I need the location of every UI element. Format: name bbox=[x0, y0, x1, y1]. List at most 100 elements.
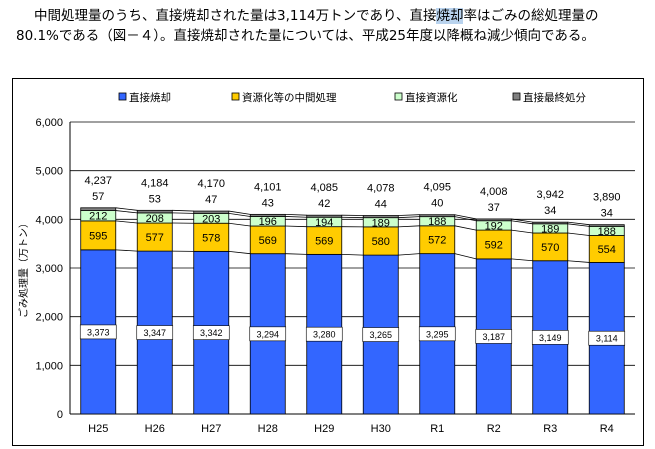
data-label: 37 bbox=[488, 202, 500, 214]
stacked-bar-chart: 0 1,000 2,000 3,000 4,000 5,000 6,000 ごみ処理量（万トン… bbox=[17, 91, 635, 435]
y-tick-label: 6,000 bbox=[35, 117, 63, 129]
series-connector-line bbox=[228, 210, 251, 215]
data-label: 40 bbox=[431, 198, 443, 210]
total-label: 4,184 bbox=[141, 177, 169, 189]
total-label: 4,085 bbox=[310, 182, 338, 194]
x-tick-label: H28 bbox=[258, 423, 278, 435]
y-tick-label: 3,000 bbox=[35, 263, 63, 275]
data-label: 194 bbox=[315, 217, 333, 229]
legend-swatch bbox=[512, 92, 521, 101]
legend-swatch bbox=[394, 92, 403, 101]
y-tick-label: 5,000 bbox=[35, 166, 63, 178]
series-connector-line bbox=[511, 218, 533, 223]
bar-segment-直接最終処分 bbox=[362, 215, 399, 219]
x-tick-label: H30 bbox=[371, 423, 391, 435]
total-label: 4,101 bbox=[254, 181, 282, 193]
series-connector-line bbox=[398, 214, 420, 216]
x-tick-label: H25 bbox=[88, 423, 108, 435]
data-label: 578 bbox=[202, 232, 220, 244]
data-label: 34 bbox=[544, 205, 556, 217]
bar-segment-直接最終処分 bbox=[419, 214, 456, 218]
total-label: 4,095 bbox=[423, 182, 451, 194]
data-label: 569 bbox=[315, 236, 333, 248]
bar-segment-資源化等の中間処理 bbox=[532, 232, 569, 262]
data-label: 208 bbox=[146, 213, 164, 225]
data-label: 43 bbox=[262, 197, 274, 209]
total-label: 3,890 bbox=[593, 192, 621, 204]
data-label-box bbox=[192, 325, 230, 340]
legend-swatch bbox=[118, 92, 127, 101]
bar-segment-直接最終処分 bbox=[475, 218, 512, 222]
data-label: 3,342 bbox=[200, 328, 223, 338]
series-connector-line bbox=[511, 220, 533, 225]
data-label-box bbox=[475, 329, 513, 344]
series-connector-line bbox=[567, 221, 590, 226]
data-label: 3,187 bbox=[482, 332, 505, 342]
bar-segment-資源化等の中間処理 bbox=[588, 235, 625, 263]
series-connector-line bbox=[285, 216, 307, 218]
y-axis-title: ごみ処理量（万トン） bbox=[17, 218, 30, 318]
y-tick-label: 2,000 bbox=[35, 312, 63, 324]
data-label: 203 bbox=[202, 213, 220, 225]
intro-line-1-part-b: 率はごみの総処理量の bbox=[463, 8, 599, 24]
series-connector-line bbox=[115, 249, 138, 252]
total-label: 4,008 bbox=[480, 186, 508, 198]
total-label: 4,170 bbox=[197, 178, 225, 190]
x-tick-label: H26 bbox=[145, 423, 165, 435]
x-tick-label: R1 bbox=[430, 423, 444, 435]
series-connector-line bbox=[454, 214, 477, 220]
x-tick-label: R4 bbox=[600, 423, 614, 435]
legend-label: 直接最終処分 bbox=[523, 91, 586, 104]
bar-segment-直接最終処分 bbox=[193, 210, 230, 214]
series-connector-line bbox=[228, 222, 251, 227]
chart-frame: 0 1,000 2,000 3,000 4,000 5,000 6,000 ごみ処理量（万トン… bbox=[12, 78, 644, 446]
bar-segment-直接最終処分 bbox=[249, 213, 286, 217]
data-label: 3,294 bbox=[256, 329, 279, 339]
bar-segment-直接最終処分 bbox=[80, 207, 117, 211]
data-label-box bbox=[362, 327, 400, 342]
bar-segment-資源化等の中間処理 bbox=[475, 229, 512, 260]
data-label: 580 bbox=[372, 236, 390, 248]
x-tick-label: H29 bbox=[314, 423, 334, 435]
intro-line-2: 80.1%である（図－４）。直接焼却された量については、平成25年度以降概ね減少… bbox=[16, 28, 595, 44]
data-label-box bbox=[588, 330, 626, 346]
data-label: 53 bbox=[149, 193, 161, 205]
series-connector-line bbox=[115, 220, 138, 224]
data-label: 572 bbox=[428, 235, 446, 247]
data-label: 57 bbox=[92, 191, 104, 203]
data-label: 188 bbox=[428, 216, 446, 228]
series-connector-line bbox=[454, 216, 477, 222]
bar-segment-直接最終処分 bbox=[532, 221, 569, 225]
series-connector-line bbox=[285, 213, 307, 216]
intro-line-1-part-a: 中間処理量のうち、直接焼却された量は3,114万トンであり、直接 bbox=[34, 8, 437, 24]
bar-segment-資源化等の中間処理 bbox=[419, 225, 456, 255]
data-label: 188 bbox=[598, 226, 616, 238]
x-tick-label: H27 bbox=[201, 423, 221, 435]
data-label: 189 bbox=[541, 223, 559, 235]
data-label: 595 bbox=[89, 230, 107, 242]
legend-label: 直接焼却 bbox=[129, 91, 171, 104]
intro-highlighted-text: 焼却 bbox=[436, 8, 464, 24]
data-label: 212 bbox=[89, 211, 107, 223]
series-connector-line bbox=[567, 223, 590, 227]
y-tick-label: 1,000 bbox=[35, 360, 63, 372]
data-label: 569 bbox=[259, 235, 277, 247]
series-connector-line bbox=[115, 210, 138, 214]
total-label: 3,942 bbox=[536, 189, 564, 201]
intro-line-1: 中間処理量のうち、直接焼却された量は3,114万トンであり、直接焼却率はごみの総… bbox=[34, 6, 598, 26]
data-label: 570 bbox=[541, 242, 559, 254]
bar-segment-直接最終処分 bbox=[588, 224, 625, 227]
data-label: 189 bbox=[372, 217, 390, 229]
series-connector-line bbox=[454, 225, 477, 231]
bar-segment-直接最終処分 bbox=[306, 214, 343, 218]
data-label: 3,114 bbox=[596, 334, 618, 344]
data-label: 554 bbox=[598, 244, 616, 256]
series-connector-line bbox=[341, 253, 364, 256]
series-connector-line bbox=[567, 260, 590, 263]
data-label: 3,373 bbox=[87, 327, 110, 337]
data-label-box bbox=[249, 326, 287, 342]
bar-segment-資源化等の中間処理 bbox=[306, 226, 343, 255]
data-label: 3,280 bbox=[313, 330, 336, 340]
series-connector-line bbox=[454, 253, 477, 260]
data-label: 3,347 bbox=[143, 328, 166, 338]
